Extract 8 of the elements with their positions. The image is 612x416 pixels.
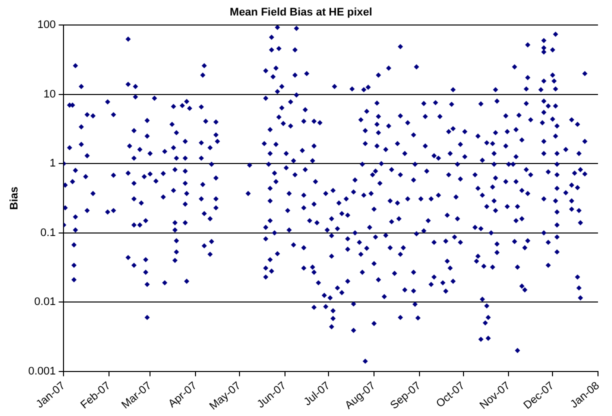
y-tick-label: 0.1 [40, 226, 56, 239]
chart-title: Mean Field Bias at HE pixel [230, 6, 372, 19]
y-tick-label: 10 [43, 88, 56, 100]
y-axis-title: Bias [8, 186, 21, 210]
y-tick-label: 100 [37, 19, 56, 32]
y-tick-label: 0.001 [28, 365, 56, 378]
y-tick-label: 1 [50, 158, 56, 170]
y-tick-label: 0.01 [34, 296, 56, 308]
